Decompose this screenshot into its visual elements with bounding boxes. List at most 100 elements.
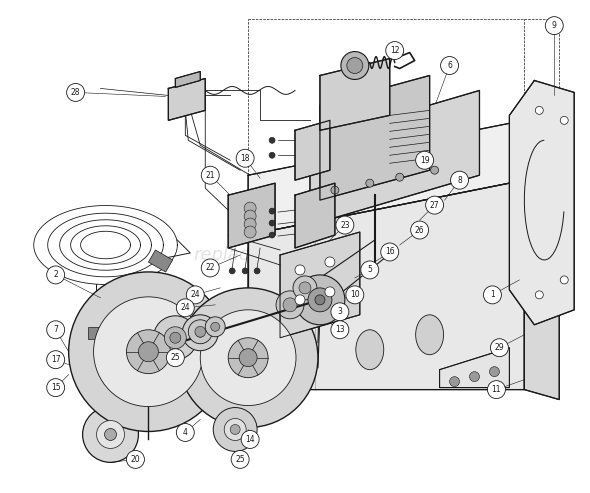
Circle shape [490, 339, 509, 357]
Text: 9: 9 [552, 21, 557, 30]
Text: 5: 5 [368, 265, 372, 275]
Circle shape [535, 106, 543, 114]
Circle shape [244, 202, 256, 214]
Polygon shape [320, 59, 390, 130]
Polygon shape [509, 80, 574, 325]
Circle shape [386, 41, 404, 60]
Circle shape [211, 322, 219, 331]
Circle shape [228, 338, 268, 378]
Circle shape [182, 315, 218, 351]
Polygon shape [248, 120, 525, 235]
Text: 17: 17 [51, 355, 61, 364]
Circle shape [83, 407, 139, 462]
Circle shape [139, 342, 158, 362]
Text: 10: 10 [350, 290, 360, 299]
Circle shape [483, 286, 502, 304]
Text: 18: 18 [240, 154, 250, 163]
Circle shape [231, 451, 249, 468]
Circle shape [205, 317, 225, 337]
Circle shape [186, 286, 204, 304]
Text: 2: 2 [53, 271, 58, 280]
Circle shape [196, 328, 205, 337]
Polygon shape [228, 183, 275, 248]
Circle shape [176, 423, 194, 441]
Circle shape [236, 149, 254, 167]
Circle shape [336, 216, 354, 234]
Circle shape [299, 282, 311, 294]
Circle shape [425, 196, 444, 214]
Circle shape [242, 268, 248, 274]
Circle shape [331, 186, 339, 194]
Circle shape [381, 243, 399, 261]
Circle shape [269, 232, 275, 238]
Circle shape [295, 295, 305, 305]
Polygon shape [295, 120, 330, 180]
Text: 20: 20 [130, 455, 140, 464]
Circle shape [47, 379, 65, 396]
Polygon shape [525, 120, 559, 399]
Polygon shape [168, 78, 205, 120]
Circle shape [269, 220, 275, 226]
Circle shape [165, 327, 186, 349]
Circle shape [331, 321, 349, 339]
Text: 7: 7 [53, 325, 58, 334]
Circle shape [126, 451, 145, 468]
Circle shape [396, 173, 404, 181]
Text: 1: 1 [490, 290, 495, 299]
Text: 25: 25 [171, 353, 180, 362]
Circle shape [545, 17, 563, 35]
Circle shape [153, 316, 197, 360]
Circle shape [283, 298, 297, 312]
Text: 23: 23 [340, 220, 350, 230]
Circle shape [176, 299, 194, 317]
Circle shape [441, 57, 458, 74]
Circle shape [47, 351, 65, 369]
Text: 8: 8 [457, 176, 462, 185]
Circle shape [126, 330, 171, 374]
Text: 13: 13 [335, 325, 345, 334]
Circle shape [451, 171, 468, 189]
Text: 3: 3 [337, 307, 342, 317]
Text: replacementparts.com: replacementparts.com [193, 246, 397, 264]
Circle shape [361, 261, 379, 279]
Circle shape [411, 221, 428, 239]
Circle shape [315, 295, 325, 305]
Circle shape [191, 324, 209, 342]
Circle shape [276, 291, 304, 319]
Ellipse shape [416, 315, 444, 354]
Bar [149, 250, 173, 272]
Circle shape [560, 116, 568, 124]
Polygon shape [320, 75, 430, 200]
Circle shape [254, 268, 260, 274]
Circle shape [308, 288, 332, 312]
Circle shape [241, 430, 259, 449]
Circle shape [341, 52, 369, 79]
Circle shape [346, 286, 364, 304]
Circle shape [47, 321, 65, 339]
Text: 6: 6 [447, 61, 452, 70]
Ellipse shape [356, 330, 384, 370]
Circle shape [269, 152, 275, 158]
Circle shape [244, 226, 256, 238]
Circle shape [470, 372, 480, 382]
Circle shape [166, 349, 184, 367]
Circle shape [325, 257, 335, 267]
Text: 24: 24 [181, 303, 190, 313]
Polygon shape [310, 90, 480, 225]
Circle shape [366, 179, 374, 187]
Text: 15: 15 [51, 383, 61, 392]
Circle shape [224, 419, 246, 440]
Circle shape [535, 291, 543, 299]
Polygon shape [280, 232, 360, 338]
Circle shape [331, 303, 349, 321]
Circle shape [560, 276, 568, 284]
Circle shape [229, 268, 235, 274]
Circle shape [201, 259, 219, 277]
Circle shape [416, 151, 434, 169]
Polygon shape [248, 180, 525, 389]
Circle shape [244, 210, 256, 222]
Text: 24: 24 [191, 290, 200, 299]
Circle shape [295, 265, 305, 275]
Circle shape [431, 166, 438, 174]
Text: 19: 19 [420, 156, 430, 165]
